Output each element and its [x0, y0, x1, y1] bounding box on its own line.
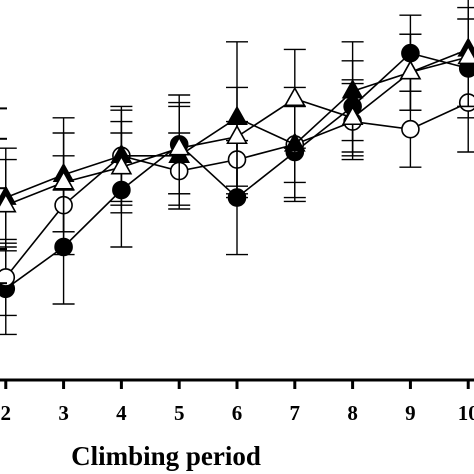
data-point	[399, 60, 422, 80]
data-point	[0, 193, 17, 213]
data-point	[341, 105, 364, 126]
x-axis-title: Climbing period	[71, 441, 261, 471]
x-tick-label: 4	[116, 401, 127, 425]
data-point	[457, 44, 474, 65]
x-tick-label: 10	[458, 401, 474, 425]
data-point	[401, 119, 420, 139]
data-point	[283, 86, 306, 107]
x-tick-label: 3	[58, 401, 69, 425]
x-tick-label: 2	[1, 401, 12, 425]
data-point	[52, 170, 75, 190]
plot-area	[0, 0, 474, 336]
data-point	[168, 136, 191, 156]
data-point	[226, 124, 248, 145]
data-point	[0, 268, 16, 287]
x-tick-label: 8	[347, 401, 358, 425]
data-point	[458, 93, 474, 112]
x-tick-label: 9	[405, 401, 416, 425]
series-4	[0, 6, 474, 252]
x-tick-label: 6	[232, 401, 243, 425]
data-point	[110, 155, 133, 175]
x-tick-label: 7	[290, 401, 301, 425]
x-tick-label: 5	[174, 401, 185, 425]
x-axis: 2 3 4 5 6 7 8 9 10	[0, 107, 474, 425]
